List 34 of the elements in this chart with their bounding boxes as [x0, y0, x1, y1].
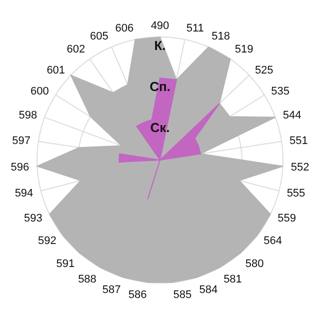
- spoke-label: 591: [56, 258, 75, 270]
- spoke-label: 601: [46, 64, 66, 77]
- spoke-label: 588: [78, 273, 96, 286]
- spoke-label: 559: [278, 212, 296, 225]
- spoke-label: 552: [290, 162, 310, 174]
- spoke-label: 586: [128, 289, 147, 302]
- spoke-label: 580: [245, 258, 264, 270]
- spoke-label: 584: [199, 284, 218, 296]
- spoke-label: 600: [30, 86, 49, 98]
- spoke-label: 555: [286, 188, 306, 200]
- spoke-label: 593: [24, 212, 42, 225]
- spoke-label: 585: [173, 289, 192, 302]
- spoke-label: 519: [234, 43, 254, 56]
- spoke-label: 564: [264, 235, 282, 248]
- spoke-label: 596: [10, 162, 30, 174]
- spoke-label: 602: [66, 43, 86, 56]
- spoke-label: 597: [12, 135, 31, 148]
- spoke-label: 551: [289, 135, 308, 148]
- spoke-label: 535: [271, 86, 290, 98]
- spoke-label: 605: [90, 30, 108, 43]
- y-tick-label: К.: [154, 38, 166, 53]
- spoke-label: 592: [38, 235, 56, 248]
- y-tick-label: Ск.: [150, 120, 170, 135]
- spoke-label: 581: [224, 273, 242, 286]
- y-tick-label: Сп.: [150, 79, 170, 94]
- spoke-label: 525: [254, 64, 274, 77]
- spoke-label: 587: [102, 284, 121, 296]
- spoke-label: 594: [14, 188, 34, 200]
- spoke-label: 518: [212, 30, 230, 43]
- spoke-label: 606: [115, 22, 134, 35]
- spoke-label: 544: [282, 109, 302, 122]
- spoke-label: 511: [186, 22, 204, 35]
- spoke-label: 598: [18, 109, 38, 122]
- spoke-label: 490: [150, 20, 170, 32]
